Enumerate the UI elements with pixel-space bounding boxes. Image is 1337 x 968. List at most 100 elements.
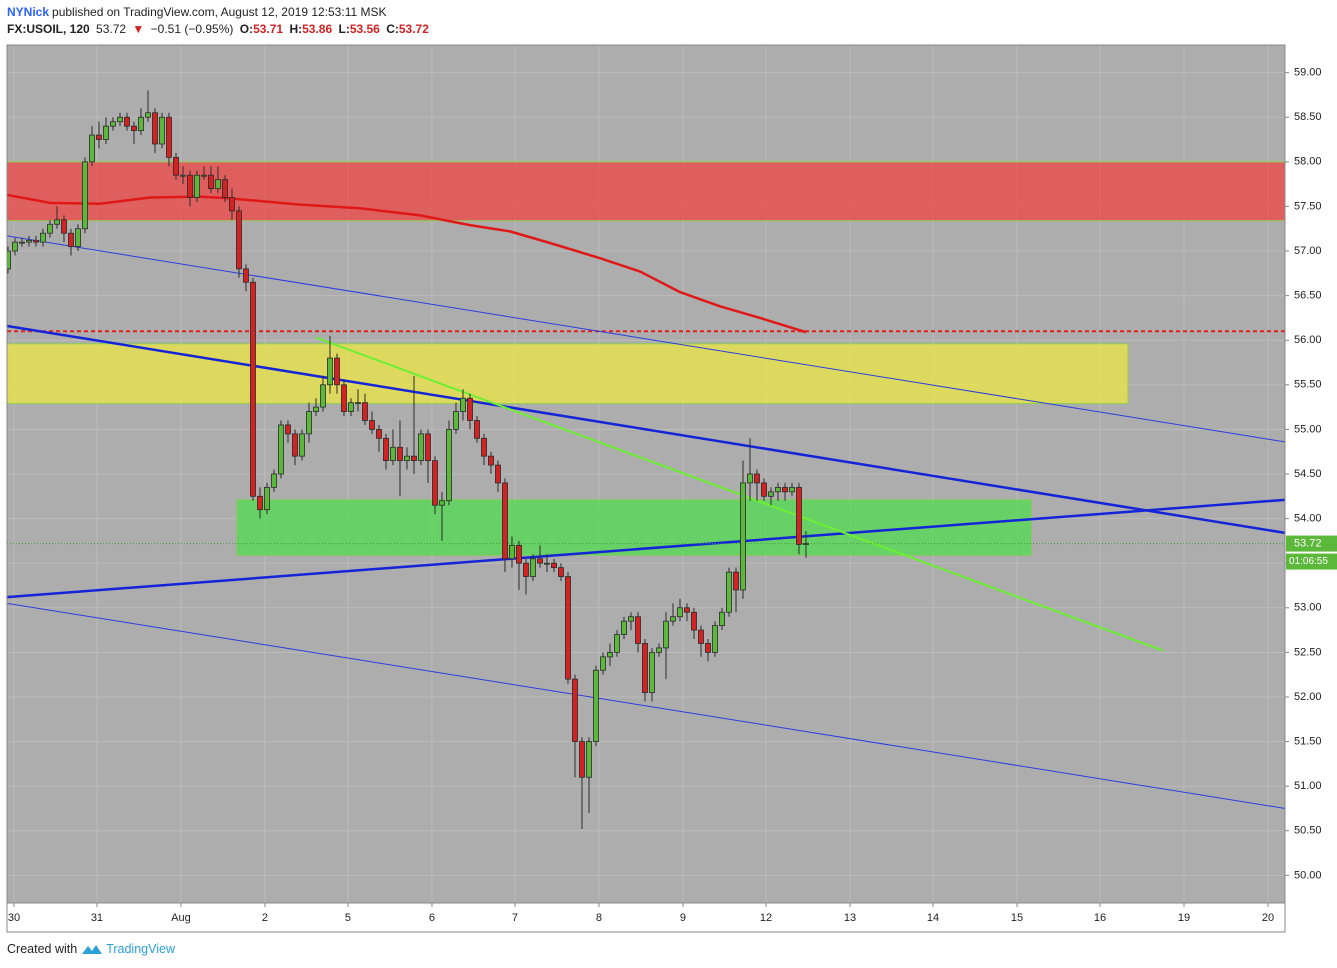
candle-body <box>61 219 67 234</box>
h-label: H: <box>289 22 303 36</box>
symbol: FX:USOIL, 120 <box>7 22 90 36</box>
candle-body <box>306 411 312 435</box>
candle-body <box>166 116 172 158</box>
candle-body <box>425 433 431 462</box>
candle-body <box>236 210 242 270</box>
candle-body <box>96 134 102 140</box>
candle-body <box>558 567 564 577</box>
candle-body <box>446 429 452 502</box>
c-value: 53.72 <box>398 22 429 36</box>
y-tick-label: 56.50 <box>1294 290 1322 302</box>
price-label: 53.72 <box>1294 537 1322 549</box>
x-tick-label: 6 <box>429 912 435 924</box>
candle-body <box>26 239 32 243</box>
candle-body <box>397 446 403 462</box>
candle-body <box>782 486 788 493</box>
trendline <box>7 324 1285 535</box>
candle-body <box>600 656 606 671</box>
candle-body <box>271 473 277 488</box>
candle-body <box>68 232 74 247</box>
candle-body <box>747 473 753 484</box>
candle-body <box>341 384 347 412</box>
candle-body <box>502 482 508 560</box>
chart: 50.0050.5051.0051.5052.0052.5053.0053.50… <box>6 44 1337 933</box>
candle-body <box>173 156 179 176</box>
y-tick-label: 58.00 <box>1294 156 1322 168</box>
candle-body <box>488 455 494 466</box>
candle-body <box>110 121 116 127</box>
candle-body <box>257 495 263 511</box>
candle-body <box>509 544 515 560</box>
created-with: Created with <box>7 942 78 956</box>
candle-body <box>761 482 767 497</box>
candle-body <box>54 219 60 225</box>
zone <box>7 343 1129 405</box>
candle-body <box>334 357 340 386</box>
candle-body <box>7 250 11 270</box>
candle-body <box>355 402 361 405</box>
candle-body <box>670 616 676 622</box>
candle-body <box>530 558 536 577</box>
candle-body <box>740 482 746 591</box>
candle-body <box>208 174 214 189</box>
candle-body <box>691 611 697 631</box>
price-label-box <box>1286 535 1337 552</box>
plot <box>7 45 1285 903</box>
candle-body <box>460 397 466 412</box>
y-tick-label: 51.00 <box>1294 780 1322 792</box>
candle-body <box>789 486 795 493</box>
candle-body <box>705 643 711 653</box>
candle-body <box>467 397 473 421</box>
y-tick-label: 59.00 <box>1294 67 1322 79</box>
y-tick-label: 53.00 <box>1294 602 1322 614</box>
countdown-box <box>1286 553 1337 570</box>
change: −0.51 (−0.95%) <box>150 22 234 36</box>
x-tick-label: 8 <box>596 912 602 924</box>
footer: Created with TradingView <box>7 942 175 956</box>
candle-body <box>551 562 557 569</box>
y-tick-label: 56.00 <box>1294 334 1322 346</box>
candle-body <box>19 241 25 244</box>
candle-body <box>628 616 634 622</box>
zone <box>7 161 1285 222</box>
candle-body <box>481 437 487 457</box>
candle-body <box>635 616 641 644</box>
candle-body <box>369 420 375 430</box>
candle-body <box>586 741 592 778</box>
candle-body <box>75 228 81 247</box>
candle-body <box>187 174 193 198</box>
x-tick-label: 7 <box>512 912 518 924</box>
trendline <box>315 336 1164 652</box>
x-tick-label: 31 <box>91 912 103 924</box>
candle-body <box>243 268 249 283</box>
x-axis-area <box>6 902 1286 933</box>
y-tick-label: 52.00 <box>1294 691 1322 703</box>
candle-body <box>250 281 256 497</box>
candle-body <box>376 429 382 439</box>
candle-body <box>733 571 739 591</box>
candle-body <box>621 620 627 635</box>
moving-average <box>7 193 807 334</box>
y-tick-label: 58.50 <box>1294 111 1322 123</box>
candle-body <box>663 620 669 649</box>
o-value: 53.71 <box>253 22 284 36</box>
candle-body <box>684 607 690 613</box>
y-tick-label: 55.50 <box>1294 379 1322 391</box>
candle-body <box>572 678 578 742</box>
candle-body <box>698 629 704 644</box>
candle-body <box>593 669 599 742</box>
candle-body <box>159 116 165 145</box>
candle-body <box>516 544 522 564</box>
x-tick-label: 9 <box>680 912 686 924</box>
candle-body <box>404 455 410 462</box>
candle-body <box>194 174 200 198</box>
candle-body <box>82 161 88 230</box>
y-tick-label: 54.50 <box>1294 468 1322 480</box>
candle-body <box>117 116 123 123</box>
trendline <box>7 235 1285 443</box>
candle-body <box>754 473 760 484</box>
header-line-2: FX:USOIL, 120 53.72 ▼ −0.51 (−0.95%) O:5… <box>7 22 432 36</box>
candle-body <box>607 651 613 658</box>
x-tick-label: 19 <box>1178 912 1190 924</box>
